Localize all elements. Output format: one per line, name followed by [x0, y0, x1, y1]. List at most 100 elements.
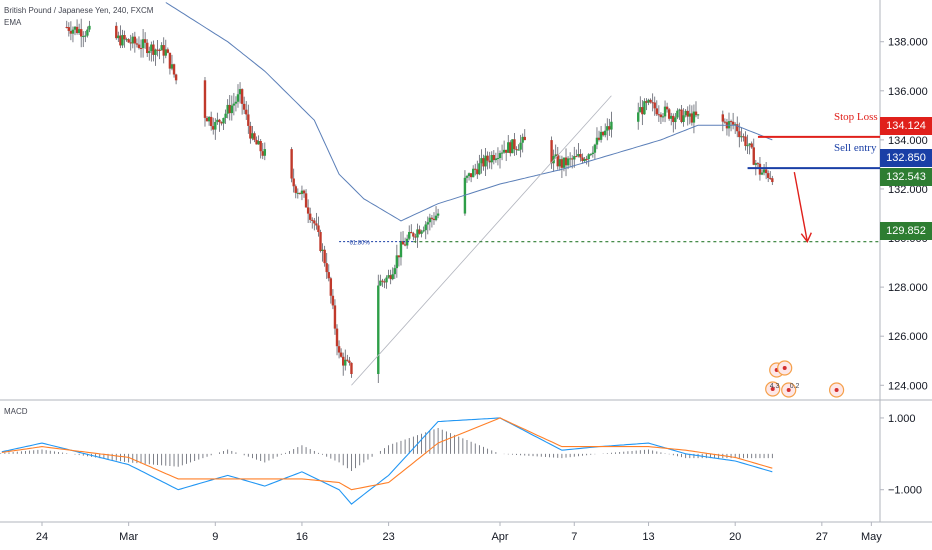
candle-body — [298, 192, 302, 194]
candle-body — [152, 44, 155, 55]
candle-body — [649, 99, 652, 103]
candle-body — [214, 121, 217, 130]
time-tick-label: 24 — [36, 531, 48, 543]
candle-body — [771, 178, 774, 183]
candle-body — [86, 29, 89, 36]
candle-body — [422, 230, 425, 232]
candle-body — [469, 173, 473, 178]
candle-body — [207, 116, 211, 122]
candle-body — [663, 106, 667, 117]
candle-body — [500, 152, 504, 154]
candle-body — [329, 278, 333, 296]
candle-body — [764, 169, 768, 174]
candle-body — [659, 114, 663, 118]
price-tick-label: 134.000 — [888, 135, 928, 147]
candle-body — [680, 109, 683, 122]
candle-body — [385, 277, 388, 283]
candle-body — [251, 133, 254, 139]
candle-body — [156, 49, 159, 51]
candle-body — [79, 29, 83, 37]
time-tick-label: May — [861, 531, 882, 543]
candle-body — [661, 116, 665, 118]
candle-body — [637, 112, 640, 122]
stop-loss-label: Stop Loss — [834, 111, 878, 123]
candle-body — [162, 45, 165, 56]
candle-body — [639, 107, 642, 113]
candle-body — [507, 142, 510, 153]
candle-body — [604, 130, 607, 136]
candle-body — [523, 136, 526, 141]
signal-line — [1, 417, 773, 491]
candle-body — [174, 74, 178, 81]
candle-body — [342, 356, 345, 366]
macd-label[interactable]: MACD — [4, 407, 28, 416]
candle-body — [690, 113, 694, 123]
candle-body — [579, 153, 582, 158]
candle-body — [300, 190, 304, 194]
candle-body — [651, 102, 654, 104]
annotation-layer: 4.3 0.2 — [765, 360, 845, 398]
candle-body — [143, 39, 147, 43]
candle-body — [467, 173, 471, 177]
candle-body — [672, 115, 675, 123]
candle-body — [750, 143, 753, 148]
candle-body — [121, 35, 124, 46]
candle-body — [339, 352, 343, 357]
candle-body — [556, 154, 559, 167]
candle-body — [731, 121, 735, 125]
candle-body — [168, 52, 172, 69]
candle-body — [164, 49, 167, 56]
candle-body — [478, 163, 481, 175]
candle-body — [327, 272, 330, 279]
candle-body — [729, 121, 733, 123]
event-label: 0.2 — [790, 383, 800, 390]
event-marker-dot-icon — [770, 387, 775, 391]
candle-body — [240, 89, 244, 104]
candle-body — [682, 115, 685, 122]
candle-body — [146, 42, 149, 54]
candle-body — [313, 220, 316, 224]
candle-body — [304, 193, 308, 208]
candle-body — [736, 124, 739, 132]
lines-layer: 61.80% — [165, 2, 880, 386]
candle-body — [465, 176, 469, 178]
time-tick-label: Apr — [491, 531, 508, 543]
candle-body — [769, 177, 772, 179]
candle-body — [222, 117, 225, 124]
candle-body — [601, 131, 605, 136]
candle-body — [75, 26, 79, 34]
candle-body — [430, 217, 434, 219]
candle-body — [744, 136, 747, 146]
candle-body — [325, 263, 328, 273]
candle-body — [599, 131, 603, 140]
candle-body — [294, 186, 297, 193]
candle-body — [657, 114, 661, 116]
candle-body — [67, 27, 71, 31]
candle-body — [641, 107, 644, 115]
candle-body — [137, 44, 141, 48]
candle-body — [696, 114, 700, 116]
candle-body — [311, 219, 314, 221]
candle-body — [205, 117, 209, 122]
candle-body — [65, 26, 68, 28]
candle-body — [692, 111, 696, 123]
candle-body — [610, 121, 613, 130]
candle-body — [218, 119, 221, 123]
candle-body — [141, 39, 145, 49]
event-label: 4.3 — [770, 383, 780, 390]
candle-body — [346, 359, 349, 361]
candle-body — [420, 231, 423, 234]
candle-body — [387, 275, 390, 278]
candle-body — [148, 51, 151, 54]
ema-indicator-label[interactable]: EMA — [4, 18, 22, 27]
event-marker-dot-icon — [782, 366, 787, 370]
candle-body — [150, 44, 153, 52]
candle-body — [228, 104, 231, 114]
candle-body — [517, 149, 520, 151]
candle-body — [643, 101, 646, 115]
candle-body — [436, 213, 440, 216]
candle-body — [255, 139, 258, 145]
candle-body — [166, 49, 170, 53]
time-tick-label: Mar — [119, 531, 138, 543]
